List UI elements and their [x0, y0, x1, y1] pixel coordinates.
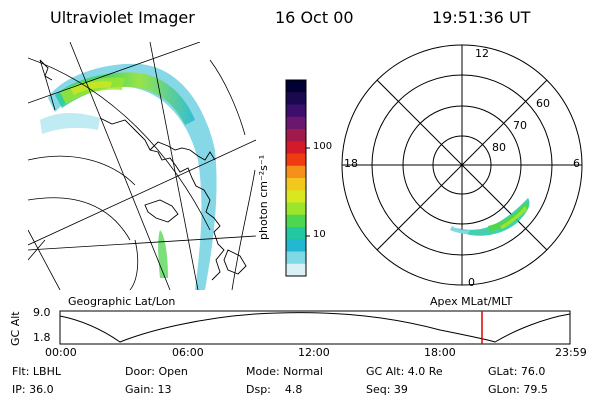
instrument-title: Ultraviolet Imager [50, 8, 195, 27]
xtick-2359: 23:59 [555, 346, 587, 359]
colorbar-segment [286, 141, 306, 154]
date-label: 16 Oct 00 [275, 8, 354, 27]
colorbar-segment [286, 104, 306, 118]
colorbar-segment [286, 80, 306, 93]
colorbar-segment [286, 129, 306, 142]
mlt-label-18: 18 [344, 157, 358, 170]
xtick-0000: 00:00 [45, 346, 77, 359]
colorbar-unit-label: photon cm⁻²s⁻¹ [257, 154, 270, 240]
colorbar-segment [286, 202, 306, 216]
colorbar [285, 79, 310, 277]
xtick-1200: 12:00 [298, 346, 330, 359]
colorbar-segment [286, 116, 306, 130]
polar-aurora [452, 198, 530, 236]
info-mode: Mode: Normal [246, 365, 323, 378]
mlt-label-6: 6 [573, 157, 580, 170]
colorbar-segment [286, 92, 306, 105]
info-gain: Gain: 13 [125, 383, 172, 396]
altitude-timeline [59, 310, 571, 345]
info-glon: GLon: 79.5 [488, 383, 548, 396]
colorbar-segment [286, 214, 306, 228]
yaxis-label: GC Alt [9, 311, 22, 346]
colorbar-segment [286, 153, 306, 167]
geographic-map [28, 42, 256, 290]
info-filter: Flt: LBHL [12, 365, 61, 378]
colorbar-border [285, 79, 307, 277]
ytick-1-8: 1.8 [33, 331, 51, 344]
colorbar-segment [286, 165, 306, 179]
lat-label-60: 60 [536, 97, 550, 110]
colorbar-tick-100: 100 [313, 141, 333, 152]
aurora-band [48, 63, 217, 290]
geographic-title: Geographic Lat/Lon [68, 295, 176, 308]
colorbar-tick-10: 10 [313, 229, 326, 240]
mlt-label-0: 0 [468, 276, 475, 289]
coastline [99, 117, 225, 281]
lat-label-80: 80 [492, 141, 506, 154]
colorbar-segment [286, 227, 306, 240]
apex-title: Apex MLat/MLT [430, 295, 513, 308]
xtick-0600: 06:00 [172, 346, 204, 359]
colorbar-segment [286, 263, 306, 277]
info-dsp: Dsp: 4.8 [246, 383, 303, 396]
info-door: Door: Open [125, 365, 188, 378]
lat-label-70: 70 [513, 119, 527, 132]
time-label: 19:51:36 UT [432, 8, 531, 27]
colorbar-segment [286, 251, 306, 265]
colorbar-segment [286, 178, 306, 191]
colorbar-segment [286, 239, 306, 252]
info-glat: GLat: 76.0 [488, 365, 546, 378]
ytick-9: 9.0 [33, 306, 51, 319]
info-gc-alt: GC Alt: 4.0 Re [366, 365, 443, 378]
xtick-1800: 18:00 [424, 346, 456, 359]
polar-plot [341, 44, 583, 286]
mlt-label-12: 12 [475, 47, 489, 60]
colorbar-segment [286, 190, 306, 203]
info-seq: Seq: 39 [366, 383, 408, 396]
info-ip: IP: 36.0 [12, 383, 54, 396]
